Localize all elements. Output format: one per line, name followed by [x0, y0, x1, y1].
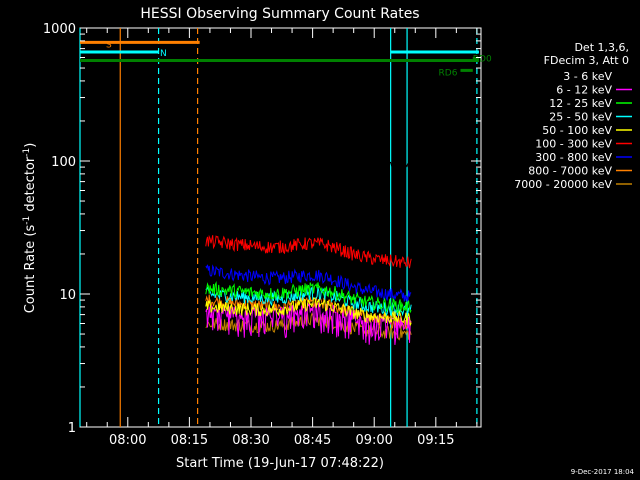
- y-tick-label: 1: [68, 421, 76, 436]
- plot-border: [79, 27, 482, 428]
- flag-label: RD6: [439, 68, 458, 78]
- legend-label: 7000 - 20000 keV: [514, 178, 612, 191]
- y-label-mid: detector: [23, 156, 38, 216]
- legend-label: 300 - 800 keV: [535, 151, 612, 164]
- legend-header-line-1: Det 1,3,6,: [574, 41, 629, 54]
- y-tick-label: 100: [51, 155, 76, 170]
- footer-timestamp: 9-Dec-2017 18:04: [571, 468, 635, 476]
- flag-bars: S N RD0 RD6: [80, 40, 492, 78]
- y-label-main: Count Rate (s: [23, 225, 38, 314]
- legend-label: 3 - 6 keV: [563, 70, 612, 83]
- y-axis: 1 10 100 1000: [43, 22, 481, 436]
- y-label-sup-1: -1: [22, 216, 32, 225]
- plot-frame: [79, 27, 482, 428]
- y-tick-label: 1000: [43, 22, 76, 37]
- flag-label: N: [160, 49, 167, 59]
- series-line-8: [205, 312, 412, 341]
- legend-header-line-2: FDecim 3, Att 0: [544, 54, 629, 67]
- x-tick-label: 09:15: [417, 433, 454, 448]
- series-line-5: [205, 234, 412, 269]
- legend-label: 25 - 50 keV: [549, 111, 612, 124]
- series-line-4: [205, 297, 412, 327]
- x-tick-label: 08:15: [171, 433, 208, 448]
- flag-label: RD0: [473, 54, 492, 64]
- series-lines: [205, 150, 412, 345]
- y-axis-label: Count Rate (s-1 detector-1): [22, 143, 38, 314]
- legend-label: 6 - 12 keV: [556, 84, 612, 97]
- series-line-2: [205, 281, 412, 314]
- flag-label: S: [106, 40, 112, 50]
- legend-label: 100 - 300 keV: [535, 138, 612, 151]
- x-tick-label: 08:45: [294, 433, 331, 448]
- x-tick-label: 08:00: [109, 433, 146, 448]
- x-axis-label: Start Time (19-Jun-17 07:48:22): [176, 456, 384, 471]
- x-tick-label: 08:30: [232, 433, 269, 448]
- series-line-0: [205, 150, 412, 217]
- x-tick-label: 09:00: [355, 433, 392, 448]
- vertical-markers: [79, 28, 478, 427]
- legend-label: 800 - 7000 keV: [528, 165, 612, 178]
- y-label-sup-2: -1: [22, 148, 32, 157]
- legend-label: 50 - 100 keV: [542, 124, 612, 137]
- legend-label: 12 - 25 keV: [549, 97, 612, 110]
- series-line-6: [205, 264, 412, 303]
- chart-title: HESSI Observing Summary Count Rates: [140, 6, 419, 22]
- x-axis: 08:00 08:15 08:30 08:45 09:00 09:15: [86, 28, 478, 448]
- y-tick-label: 10: [59, 288, 76, 303]
- y-label-end: ): [23, 143, 38, 148]
